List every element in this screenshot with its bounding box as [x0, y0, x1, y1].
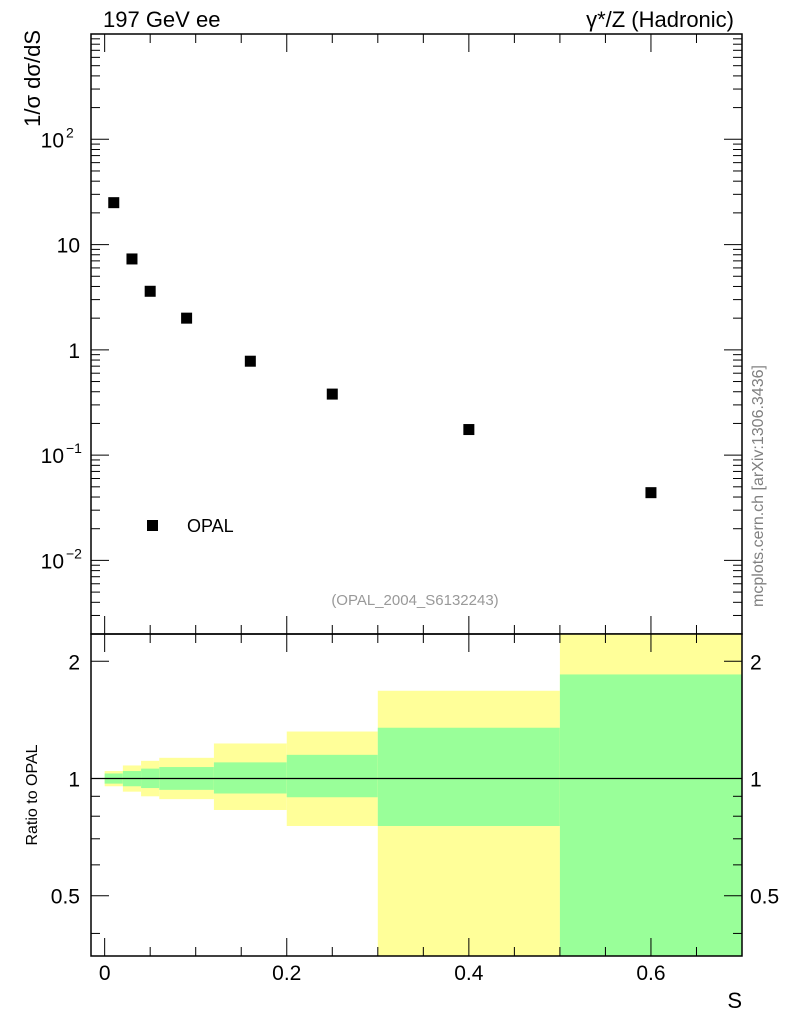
- main-y-tick-exponent-0: −2: [66, 545, 82, 561]
- main-y-tick-exponent-1: −1: [66, 440, 82, 456]
- main-ticks: [91, 33, 743, 635]
- ratio-plot-frame: [90, 633, 743, 957]
- main-points: [108, 197, 657, 499]
- main-y-axis-label: 1/σ dσ/dS: [20, 30, 45, 127]
- main-y-tick-label-0: 10: [41, 550, 64, 573]
- ratio-y-axis-label: Ratio to OPAL: [24, 744, 41, 845]
- title-right: γ*/Z (Hadronic): [586, 7, 734, 32]
- main-y-tick-label-2: 1: [68, 340, 80, 363]
- ratio-y-tick-label-right-0: 0.5: [750, 886, 779, 909]
- legend-label-opal: OPAL: [187, 516, 234, 536]
- ratio-ticks: [91, 634, 743, 956]
- inner-band-6: [377, 727, 560, 827]
- main-y-tick-label-4: 10: [41, 129, 64, 152]
- data-point-4: [244, 355, 256, 367]
- data-point-3: [181, 312, 193, 324]
- data-point-2: [144, 285, 156, 297]
- ratio-y-tick-label-left-2: 2: [68, 651, 80, 674]
- data-point-0: [108, 197, 120, 209]
- inner-band-5: [286, 754, 378, 798]
- x-tick-label-0: 0: [99, 962, 111, 985]
- data-point-1: [126, 253, 138, 265]
- legend-marker: [147, 520, 158, 531]
- x-axis-label: S: [727, 988, 742, 1013]
- title-left: 197 GeV ee: [103, 7, 220, 32]
- side-credit-label: mcplots.cern.ch [arXiv:1306.3436]: [750, 365, 767, 607]
- ratio-y-tick-label-right-1: 1: [750, 768, 762, 791]
- data-point-7: [645, 487, 657, 499]
- inner-band-7: [559, 674, 742, 956]
- legend: OPAL: [147, 516, 234, 536]
- x-tick-label-1: 0.2: [272, 962, 301, 985]
- ratio-y-tick-label-left-1: 1: [68, 768, 80, 791]
- data-point-6: [463, 424, 475, 436]
- ratio-panel: 0.5 0.5 1 1 2 2 0 0.2 0.4 0.6 Ratio to OPAL S: [24, 633, 779, 1013]
- data-point-5: [326, 388, 338, 400]
- x-tick-labels: 0 0.2 0.4 0.6: [99, 962, 666, 985]
- ratio-y-tick-labels: 0.5 0.5 1 1 2 2: [51, 651, 779, 908]
- main-plot-frame: [90, 33, 743, 635]
- main-y-tick-label-1: 10: [41, 445, 64, 468]
- ratio-bands: [104, 634, 742, 956]
- main-y-tick-label-3: 10: [57, 235, 80, 258]
- ratio-y-tick-label-right-2: 2: [750, 651, 762, 674]
- x-tick-label-3: 0.6: [636, 962, 665, 985]
- ratio-y-tick-label-left-0: 0.5: [51, 886, 80, 909]
- main-y-tick-exponent-4: 2: [66, 124, 74, 140]
- x-tick-label-2: 0.4: [454, 962, 484, 985]
- analysis-annotation: (OPAL_2004_S6132243): [331, 592, 498, 609]
